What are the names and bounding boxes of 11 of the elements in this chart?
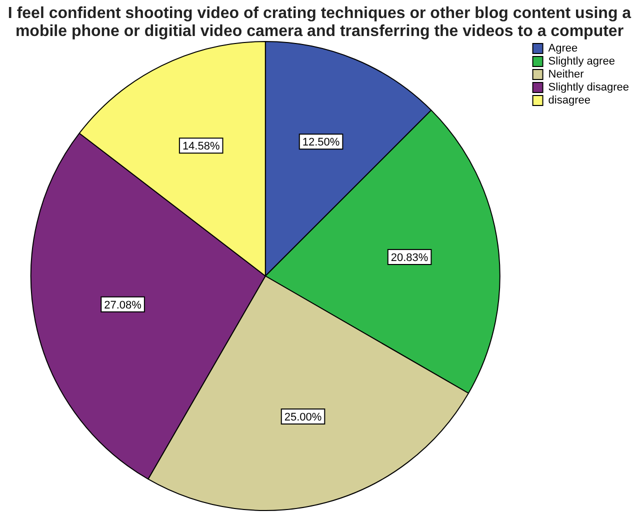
data-label: 20.83% bbox=[390, 252, 428, 264]
chart-title: I feel confident shooting video of crating techniques or other blog content using a mobile phone or digitial video camera and transferring the videos to a computer bbox=[6, 4, 632, 41]
legend-label: Neither bbox=[548, 68, 584, 81]
legend-label: Agree bbox=[548, 42, 578, 55]
legend-label: Slightly disagree bbox=[548, 82, 630, 94]
data-label: 27.08% bbox=[104, 299, 142, 312]
legend-label: disagree bbox=[548, 94, 590, 107]
data-label: 14.58% bbox=[182, 140, 220, 153]
data-label: 25.00% bbox=[284, 411, 322, 424]
legend-label: Slightly agree bbox=[548, 56, 615, 68]
data-label: 12.50% bbox=[302, 136, 340, 149]
